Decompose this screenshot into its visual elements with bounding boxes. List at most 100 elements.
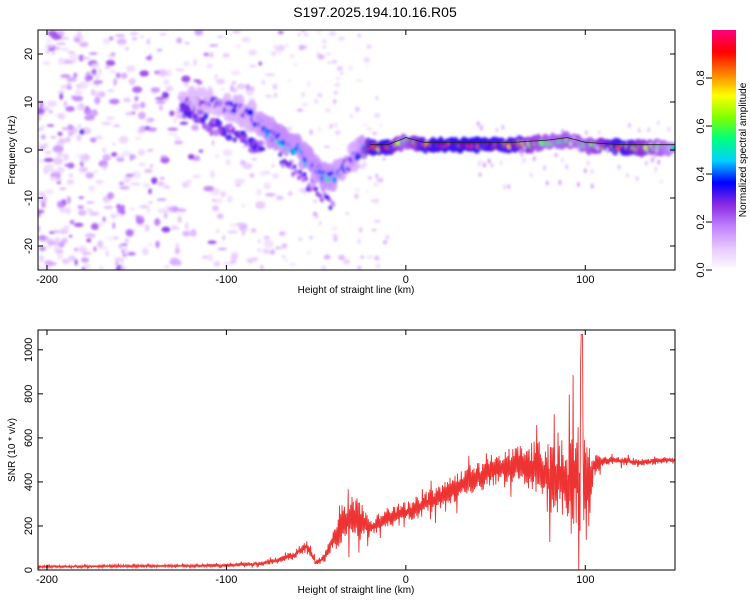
heatmap-blob bbox=[151, 177, 158, 185]
heatmap-blob bbox=[66, 179, 74, 185]
heatmap-blob bbox=[179, 121, 189, 125]
heatmap-blob bbox=[227, 230, 239, 234]
heatmap-blob bbox=[327, 196, 332, 202]
heatmap-blob bbox=[271, 164, 275, 168]
heatmap-blob bbox=[373, 220, 381, 223]
heatmap-blob bbox=[164, 211, 168, 220]
heatmap-blob bbox=[45, 188, 54, 195]
heatmap-blob bbox=[66, 210, 71, 215]
heatmap-blob bbox=[138, 162, 147, 167]
heatmap-blob bbox=[214, 73, 218, 80]
heatmap-blob bbox=[74, 247, 78, 252]
heatmap-blob bbox=[605, 147, 609, 153]
snr-y-label: SNR (10 * v/v) bbox=[7, 418, 18, 482]
heatmap-blob bbox=[102, 216, 106, 223]
heatmap-blob bbox=[169, 110, 175, 117]
heatmap-blob bbox=[182, 60, 191, 67]
heatmap-blob bbox=[263, 182, 272, 190]
heatmap-blob bbox=[301, 103, 308, 107]
heatmap-blob bbox=[298, 237, 302, 241]
heatmap-blob bbox=[55, 42, 67, 45]
heatmap-blob bbox=[38, 115, 42, 121]
heatmap-blob bbox=[231, 126, 236, 132]
heatmap-blob bbox=[206, 127, 212, 132]
heatmap-blob bbox=[231, 107, 238, 114]
heatmap-blob bbox=[38, 254, 45, 263]
heatmap-blob bbox=[148, 188, 152, 195]
heatmap-blob bbox=[56, 200, 65, 209]
heatmap-blob bbox=[81, 56, 91, 60]
heatmap-blob bbox=[161, 91, 170, 99]
heatmap-blob bbox=[219, 88, 227, 91]
heatmap-blob bbox=[332, 176, 338, 183]
heatmap-blob bbox=[206, 64, 214, 69]
heatmap-blob bbox=[38, 235, 47, 242]
heatmap-blob bbox=[285, 259, 288, 262]
heatmap-blob bbox=[125, 229, 134, 237]
heatmap-blob bbox=[65, 136, 71, 143]
heatmap-blob bbox=[175, 68, 185, 72]
heatmap-blob bbox=[88, 109, 98, 117]
heatmap-blob bbox=[179, 102, 187, 110]
heatmap-blob bbox=[209, 117, 217, 123]
heatmap-blob bbox=[374, 255, 380, 261]
heatmap-blob bbox=[561, 128, 565, 134]
heatmap-blob bbox=[229, 84, 235, 92]
heatmap-blob bbox=[59, 228, 68, 235]
heatmap-blob bbox=[361, 123, 370, 126]
heatmap-blob bbox=[59, 187, 67, 191]
heatmap-blob bbox=[84, 114, 95, 121]
heatmap-blob bbox=[366, 127, 373, 130]
heatmap-blob bbox=[216, 213, 224, 220]
heatmap-blob bbox=[354, 188, 361, 192]
heatmap-blob bbox=[215, 155, 220, 158]
heatmap-blob bbox=[304, 176, 309, 182]
heatmap-blob bbox=[91, 63, 100, 69]
heatmap-blob bbox=[111, 152, 118, 157]
heatmap-blob bbox=[650, 157, 654, 163]
heatmap-blob bbox=[319, 197, 324, 203]
heatmap-blob bbox=[198, 149, 204, 153]
heatmap-blob bbox=[576, 181, 580, 187]
heatmap-blob bbox=[377, 177, 384, 183]
heatmap-blob bbox=[241, 133, 248, 140]
heatmap-blob bbox=[68, 255, 76, 262]
y-tick-label: 20 bbox=[23, 48, 35, 60]
heatmap-blob bbox=[143, 169, 153, 173]
heatmap-blob bbox=[90, 88, 96, 96]
heatmap-blob bbox=[69, 53, 79, 62]
y-tick-label: 0 bbox=[23, 147, 35, 153]
heatmap-blob bbox=[105, 250, 109, 257]
x-tick-label: -100 bbox=[215, 574, 237, 586]
heatmap-blob bbox=[93, 79, 103, 85]
heatmap-blob bbox=[260, 264, 264, 270]
heatmap-blob bbox=[125, 112, 133, 116]
heatmap-blob bbox=[51, 52, 56, 55]
x-tick-label: 100 bbox=[576, 574, 594, 586]
heatmap-blob-layer bbox=[38, 30, 675, 270]
heatmap-blob bbox=[256, 139, 265, 147]
heatmap-blob bbox=[654, 166, 658, 172]
heatmap-blob bbox=[507, 184, 511, 190]
heatmap-blob bbox=[333, 90, 338, 95]
heatmap-blob bbox=[201, 256, 209, 259]
snr-x-ticks: -200 -100 0 100 bbox=[36, 330, 594, 586]
heatmap-blob bbox=[482, 162, 486, 168]
heatmap-blob bbox=[302, 172, 307, 178]
heatmap-blob bbox=[134, 137, 142, 140]
heatmap-blob bbox=[44, 259, 53, 267]
heatmap-blob bbox=[306, 183, 311, 189]
heatmap-blob bbox=[590, 183, 594, 189]
heatmap-blob bbox=[256, 248, 262, 253]
heatmap-blob bbox=[304, 45, 307, 50]
heatmap-blob bbox=[249, 64, 257, 68]
heatmap-blob bbox=[590, 168, 594, 174]
heatmap-blob bbox=[106, 116, 115, 121]
heatmap-blob bbox=[61, 47, 70, 52]
heatmap-blob bbox=[175, 243, 180, 248]
x-tick-label: -200 bbox=[36, 274, 58, 286]
heatmap-blob bbox=[657, 159, 661, 165]
heatmap-blob bbox=[172, 117, 178, 124]
heatmap-blob bbox=[138, 111, 146, 120]
